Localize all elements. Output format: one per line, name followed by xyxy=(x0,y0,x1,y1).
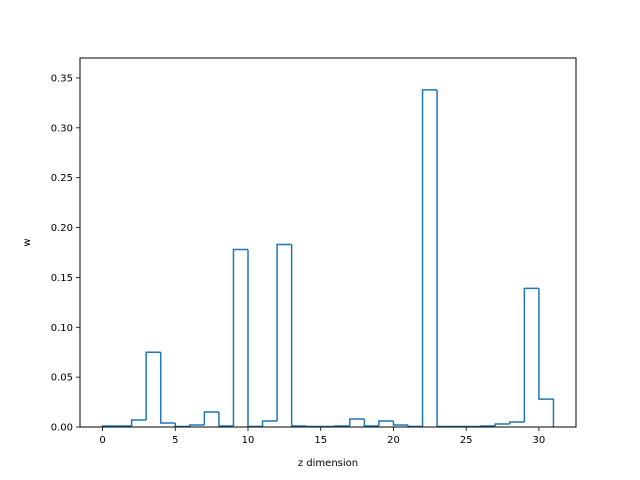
histogram-bin xyxy=(276,243,292,422)
histogram-bin xyxy=(189,424,205,427)
y-axis-label: w xyxy=(22,238,33,246)
histogram-bin xyxy=(290,244,307,427)
histogram-bars xyxy=(101,89,555,428)
x-axis-ticks: 0 5 10 15 20 25 30 xyxy=(99,427,545,446)
y-tick-label: 0.10 xyxy=(51,323,73,334)
y-tick-label: 0.20 xyxy=(51,223,73,234)
histogram-bin xyxy=(349,418,365,427)
x-tick-label: 20 xyxy=(387,435,400,446)
histogram-bin xyxy=(159,352,176,424)
x-tick-label: 25 xyxy=(460,435,473,446)
histogram-bin xyxy=(436,89,452,428)
x-tick-label: 10 xyxy=(242,435,255,446)
histogram-bin xyxy=(203,411,219,426)
x-tick-label: 15 xyxy=(314,435,327,446)
y-tick-label: 0.00 xyxy=(51,423,73,434)
y-tick-label: 0.30 xyxy=(51,123,73,134)
x-tick-label: 30 xyxy=(533,435,546,446)
histogram-bin xyxy=(523,287,539,423)
histogram-bin xyxy=(130,419,147,427)
histogram-bin xyxy=(407,425,423,428)
histogram-bin xyxy=(378,420,394,427)
y-tick-label: 0.25 xyxy=(51,173,73,184)
histogram-bin xyxy=(392,421,408,426)
y-axis-ticks: 0.00 0.05 0.10 0.15 0.20 0.25 0.30 0.35 xyxy=(51,73,80,434)
y-tick-label: 0.15 xyxy=(51,273,73,284)
histogram-bin xyxy=(509,421,525,425)
histogram-bin xyxy=(261,420,278,427)
histogram-bin xyxy=(538,288,555,427)
histogram-bin xyxy=(232,248,248,427)
histogram-bin xyxy=(363,419,379,427)
histogram-bin xyxy=(247,249,263,428)
y-tick-label: 0.35 xyxy=(51,73,73,84)
histogram-bin xyxy=(174,423,190,428)
axes-frame xyxy=(79,57,577,428)
histogram-bin xyxy=(494,423,510,427)
x-axis-label: z dimension xyxy=(298,458,358,469)
y-tick-label: 0.05 xyxy=(51,373,73,384)
histogram-bin xyxy=(421,89,438,427)
histogram-bin xyxy=(145,351,161,421)
histogram-bin xyxy=(218,412,234,427)
x-tick-label: 0 xyxy=(99,435,105,446)
x-tick-label: 5 xyxy=(172,435,178,446)
